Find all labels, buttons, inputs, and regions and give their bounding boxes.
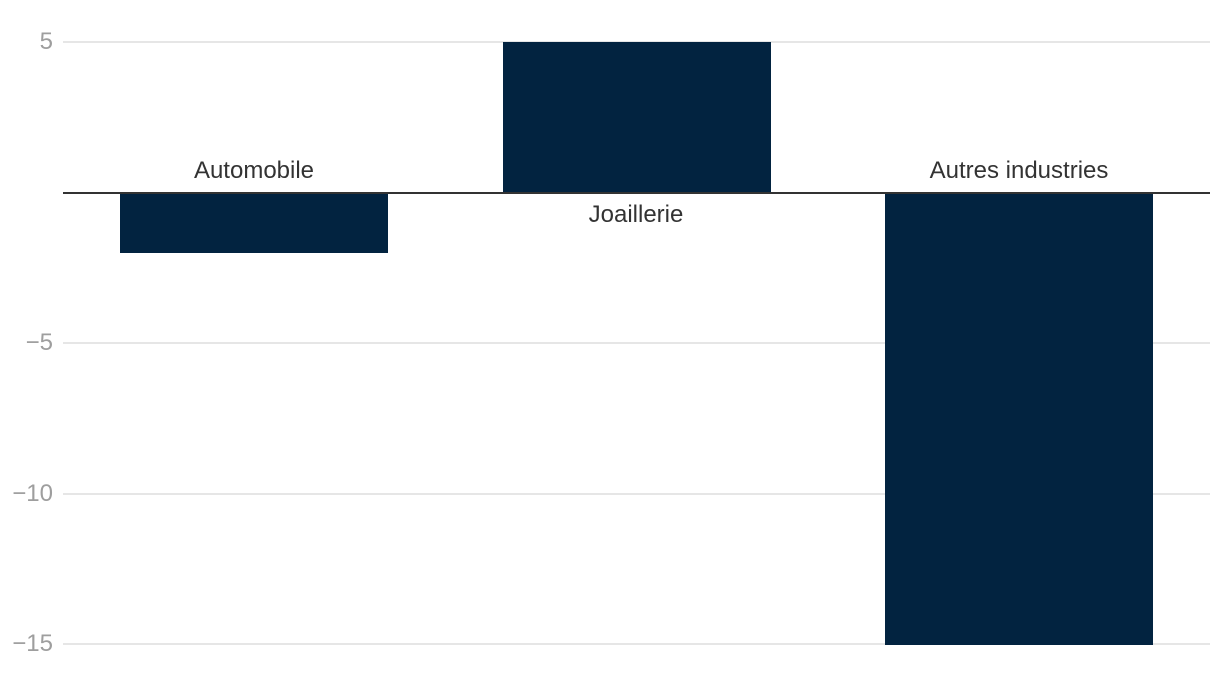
y-tick-label: −10	[12, 480, 53, 507]
category-label: Automobile	[193, 157, 315, 184]
bar	[503, 42, 771, 193]
y-tick-label: −15	[12, 630, 53, 657]
y-tick-label: −5	[25, 329, 53, 356]
bar	[120, 193, 388, 253]
y-tick-label: 5	[39, 28, 53, 55]
gridline	[63, 643, 1210, 645]
zero-axis-line	[63, 192, 1210, 194]
category-label: Joaillerie	[588, 201, 684, 228]
gridline	[63, 342, 1210, 344]
gridline	[63, 493, 1210, 495]
category-label: Autres industries	[929, 157, 1109, 184]
bar	[885, 193, 1153, 645]
